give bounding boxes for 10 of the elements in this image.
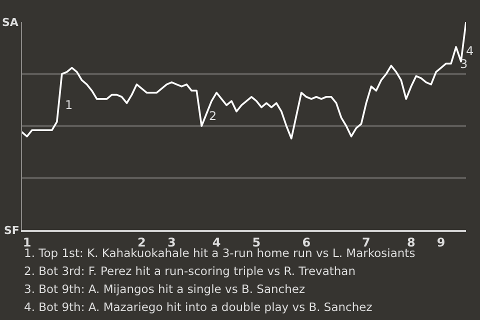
- text: 4. Bot 9th: A. Mazariego hit into a double play vs B. Sanchez: [24, 300, 372, 314]
- text: 2. Bot 3rd: F. Perez hit a run-scoring triple vs R. Trevathan: [24, 264, 356, 278]
- annotation: 4: [466, 44, 474, 58]
- text: 3. Bot 9th: A. Mijangos hit a single vs B. Sanchez: [24, 282, 306, 296]
- x-tick-label: 9: [436, 235, 446, 250]
- annotation: 3: [460, 57, 468, 71]
- text: SA: [2, 16, 19, 29]
- text: SF: [4, 224, 20, 237]
- annotation: 2: [209, 109, 217, 123]
- annotation: 1: [65, 98, 73, 112]
